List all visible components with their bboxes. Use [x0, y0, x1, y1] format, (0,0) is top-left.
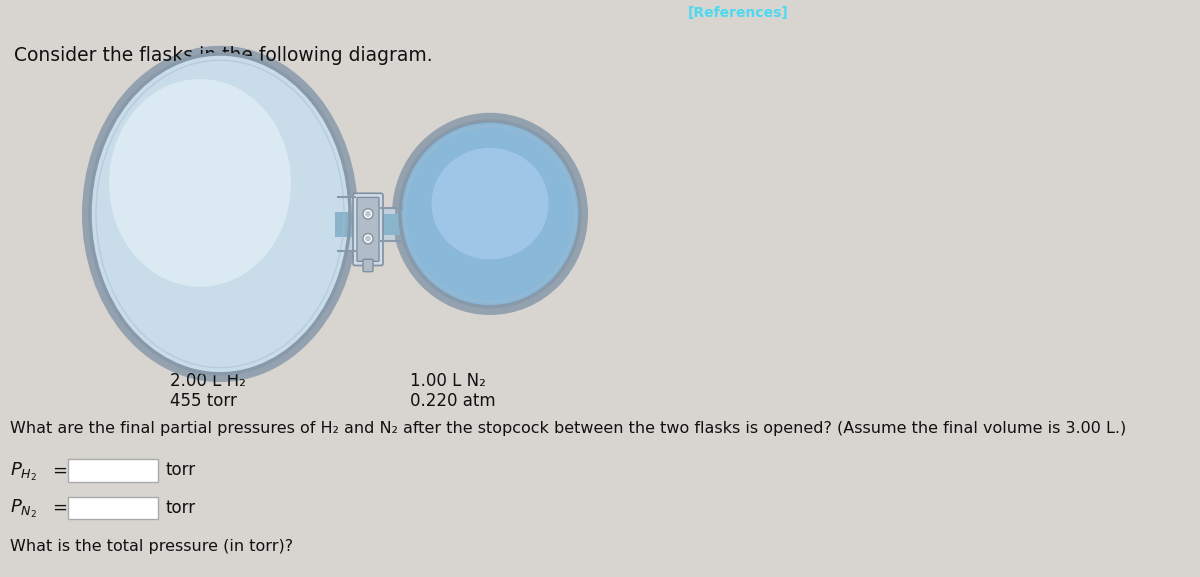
Circle shape: [365, 235, 371, 242]
Text: Consider the flasks in the following diagram.: Consider the flasks in the following dia…: [14, 46, 433, 65]
Polygon shape: [335, 212, 400, 237]
Text: 2.00 L H₂: 2.00 L H₂: [170, 372, 246, 389]
Polygon shape: [340, 197, 395, 251]
Text: 1.00 L N₂: 1.00 L N₂: [410, 372, 486, 389]
Text: torr: torr: [166, 499, 196, 516]
FancyBboxPatch shape: [68, 459, 158, 482]
Text: torr: torr: [166, 462, 196, 479]
Ellipse shape: [109, 79, 292, 287]
Text: [References]: [References]: [688, 6, 788, 20]
FancyBboxPatch shape: [68, 497, 158, 519]
Text: 455 torr: 455 torr: [170, 392, 236, 410]
Circle shape: [365, 211, 371, 217]
Ellipse shape: [392, 113, 588, 315]
Ellipse shape: [82, 46, 358, 382]
Text: 0.220 atm: 0.220 atm: [410, 392, 496, 410]
Text: What is the total pressure (in torr)?: What is the total pressure (in torr)?: [10, 539, 293, 554]
Text: =: =: [52, 462, 67, 479]
FancyBboxPatch shape: [353, 193, 383, 265]
Ellipse shape: [400, 121, 580, 307]
FancyBboxPatch shape: [358, 197, 379, 261]
Text: What are the final partial pressures of H₂ and N₂ after the stopcock between the: What are the final partial pressures of …: [10, 421, 1127, 436]
FancyBboxPatch shape: [364, 259, 373, 272]
Circle shape: [364, 234, 373, 244]
Ellipse shape: [432, 148, 548, 259]
Ellipse shape: [90, 54, 350, 374]
Text: $P_{H_2}$: $P_{H_2}$: [10, 460, 37, 482]
Text: =: =: [52, 499, 67, 516]
Circle shape: [364, 209, 373, 219]
Text: $P_{N_2}$: $P_{N_2}$: [10, 497, 37, 520]
